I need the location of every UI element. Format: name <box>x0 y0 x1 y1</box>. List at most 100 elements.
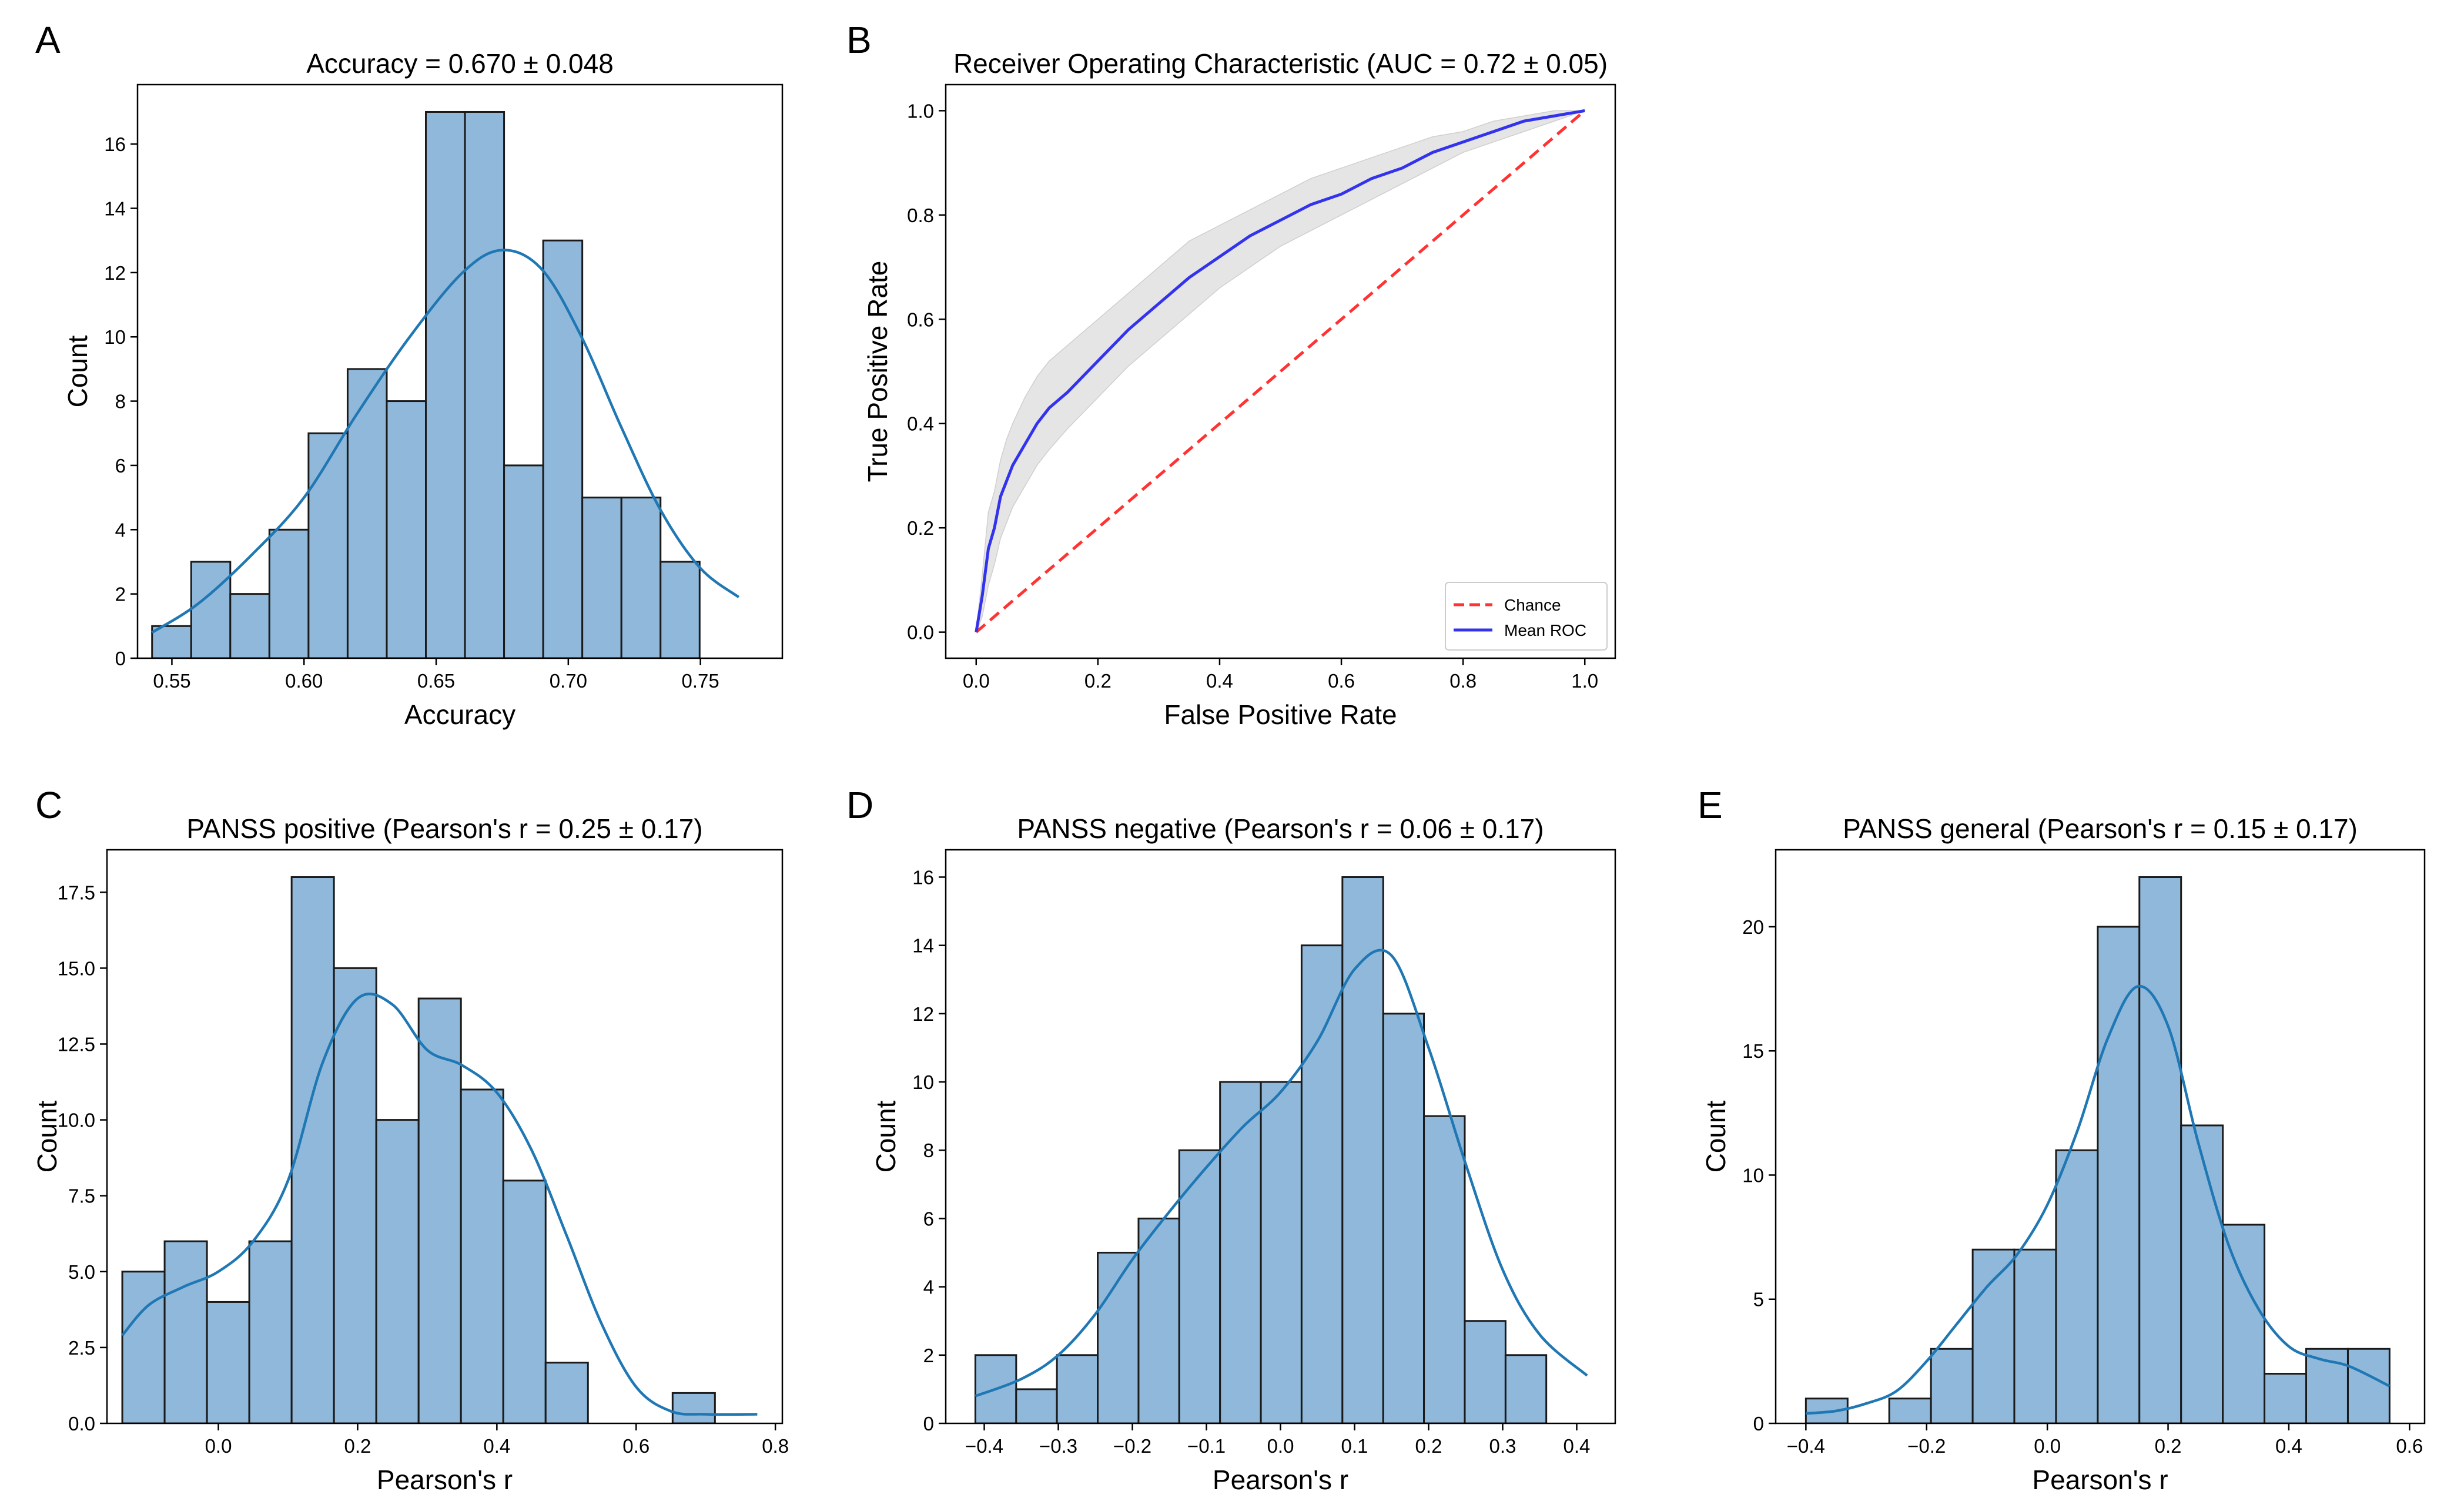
y-tick-label: 2 <box>115 584 126 605</box>
histogram-bar <box>460 1088 504 1423</box>
histogram-bar <box>542 239 584 658</box>
y-tick-label: 20 <box>1742 916 1764 938</box>
x-tick-label: 0.2 <box>1415 1435 1442 1457</box>
x-tick-label: 0.0 <box>2034 1435 2061 1457</box>
histogram-bar <box>1930 1348 1974 1423</box>
y-tick-label: 0.2 <box>907 517 934 539</box>
x-tick-label: 0.8 <box>762 1435 789 1457</box>
kde-line <box>121 992 758 1416</box>
histogram-bar <box>333 967 377 1423</box>
chart-title: PANSS negative (Pearson's r = 0.06 ± 0.1… <box>1017 813 1544 844</box>
x-tick-label: 0.65 <box>417 670 455 692</box>
y-tick-label: 7.5 <box>68 1185 95 1207</box>
panel-b: B 0.0 0.2 0.4 0.6 0.8 1.0 0.0 0.2 0.4 0.6 0.8 1.0 Rec… <box>846 19 1616 730</box>
histogram-bar <box>2013 1248 2057 1423</box>
histogram-bar <box>121 1271 166 1423</box>
kde-line <box>1806 984 2391 1415</box>
histogram-bar <box>1260 1081 1303 1423</box>
histogram-bar <box>346 368 388 658</box>
panel-c: C 0.0 0.2 0.4 0.6 0.8 0.0 2.5 5.0 7.5 10.0 12.5 15.0… <box>32 784 789 1495</box>
x-tick-label: 0.6 <box>1328 670 1355 692</box>
y-tick-label: 10 <box>1742 1164 1764 1186</box>
x-tick-label: −0.3 <box>1039 1435 1077 1457</box>
y-tick-label: 14 <box>104 198 126 220</box>
y-tick-label: 12.5 <box>58 1033 95 1055</box>
histogram-bar <box>2097 926 2141 1423</box>
histogram-bar <box>248 1240 293 1423</box>
x-tick-label: 0.4 <box>483 1435 510 1457</box>
histogram-bar <box>1971 1248 2016 1423</box>
histogram-bar <box>163 1240 208 1423</box>
x-tick-label: 0.2 <box>344 1435 371 1457</box>
y-tick-label: 0 <box>923 1413 934 1435</box>
y-tick-label: 10.0 <box>58 1110 95 1131</box>
histogram-bar <box>2222 1224 2266 1423</box>
x-tick-label: 0.75 <box>682 670 719 692</box>
y-tick-label: 0 <box>115 648 126 669</box>
histogram-bar <box>464 110 505 658</box>
histogram-bar <box>1097 1252 1140 1423</box>
x-tick-label: −0.4 <box>1787 1435 1825 1457</box>
y-tick-label: 17.5 <box>58 882 95 903</box>
histogram-bar <box>1219 1081 1262 1423</box>
panel-e: E −0.4 −0.2 0.0 0.2 0.4 0.6 0 5 10 15 20 PANSS gener… <box>1698 784 2426 1495</box>
plot-area <box>974 876 1588 1423</box>
histogram-bar <box>659 561 701 658</box>
y-axis-label: True Positive Rate <box>862 261 893 482</box>
histogram-bar <box>620 497 662 658</box>
chart-title: PANSS general (Pearson's r = 0.15 ± 0.17… <box>1843 813 2358 844</box>
y-axis-label: Count <box>32 1100 62 1172</box>
x-tick-label: −0.4 <box>965 1435 1003 1457</box>
histogram-bar <box>375 1119 420 1423</box>
x-tick-label: −0.1 <box>1187 1435 1226 1457</box>
histogram-bar <box>190 561 232 658</box>
panel-letter: C <box>35 784 62 826</box>
y-tick-label: 4 <box>115 519 126 541</box>
histogram-bar <box>151 625 192 658</box>
histogram-bar <box>1015 1388 1058 1423</box>
legend: Chance Mean ROC <box>1445 582 1608 651</box>
y-tick-label: 14 <box>912 935 934 957</box>
panel-a: A 0.55 0.60 0.65 0.70 0.75 0 2 4 6 8 10 12 14 16 Accura… <box>35 19 784 730</box>
y-axis-label: Count <box>871 1100 901 1172</box>
histogram-bar <box>386 400 427 658</box>
histogram-bar <box>1056 1354 1099 1423</box>
x-tick-label: 0.4 <box>2275 1435 2302 1457</box>
panel-letter: B <box>846 19 872 61</box>
y-tick-label: 0 <box>1753 1413 1764 1435</box>
histogram-bar <box>503 464 544 658</box>
x-tick-label: 0.4 <box>1206 670 1233 692</box>
y-tick-label: 6 <box>115 455 126 477</box>
kde-line <box>975 949 1588 1398</box>
x-axis-label: False Positive Rate <box>1164 699 1397 730</box>
y-axis-label: Count <box>1700 1100 1731 1172</box>
legend-label: Mean ROC <box>1504 621 1586 639</box>
x-axis-label: Accuracy <box>404 699 515 730</box>
histogram-bar <box>425 110 466 658</box>
y-tick-label: 12 <box>912 1003 934 1025</box>
axes-frame <box>945 83 1616 659</box>
histogram-bar <box>1341 876 1384 1423</box>
y-tick-label: 10 <box>912 1071 934 1093</box>
panel-letter: E <box>1698 784 1723 826</box>
histogram-bar <box>307 432 349 658</box>
histogram-bar <box>2138 876 2182 1423</box>
y-tick-label: 0.4 <box>907 413 934 435</box>
x-tick-label: 0.55 <box>153 670 190 692</box>
histogram-bar <box>268 528 310 658</box>
y-tick-label: 8 <box>923 1140 934 1161</box>
chance-line <box>975 109 1586 634</box>
axes-frame <box>136 83 784 659</box>
plot-area <box>1805 876 2391 1423</box>
chart-title: PANSS positive (Pearson's r = 0.25 ± 0.1… <box>186 813 702 844</box>
y-tick-label: 5 <box>1753 1289 1764 1311</box>
y-tick-label: 16 <box>104 133 126 155</box>
histogram-bar <box>2346 1348 2391 1423</box>
histogram-bar <box>502 1179 547 1423</box>
plot-area <box>121 876 758 1423</box>
histogram-bar <box>206 1301 250 1423</box>
legend-label: Chance <box>1504 596 1561 614</box>
y-tick-label: 16 <box>912 866 934 888</box>
y-tick-label: 0.0 <box>907 622 934 644</box>
